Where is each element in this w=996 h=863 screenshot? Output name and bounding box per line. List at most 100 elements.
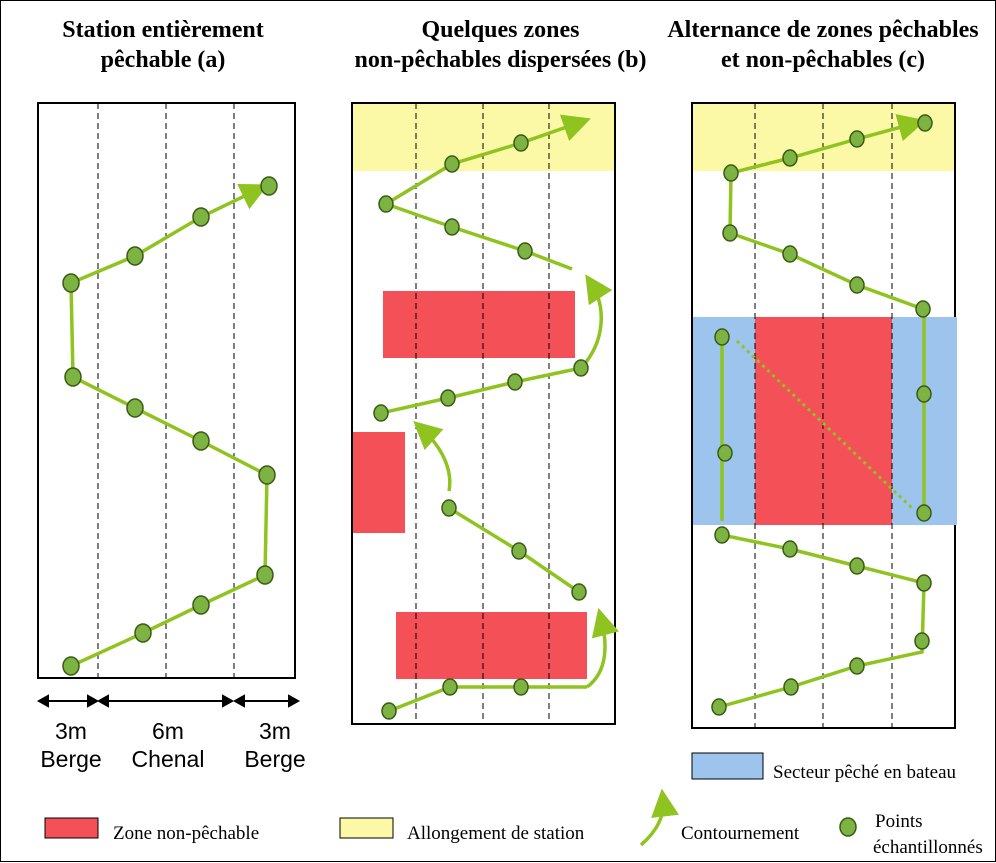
panel-b-bypass-2 xyxy=(413,420,452,492)
title-a: Station entièrement pêchable (a) xyxy=(18,15,308,75)
sample-point xyxy=(192,595,210,615)
sample-point xyxy=(849,130,865,148)
sample-point xyxy=(444,218,460,236)
title-c: Alternance de zones pêchables et non-pêc… xyxy=(648,15,996,75)
panel-b-bypass-3 xyxy=(579,274,613,370)
legend-non-fishable-label: Zone non-pêchable xyxy=(113,823,260,844)
sample-point xyxy=(378,195,394,213)
non-fishable-zone-b1 xyxy=(383,291,575,358)
sample-point xyxy=(513,134,529,152)
sample-point xyxy=(915,300,931,318)
sample-point xyxy=(916,385,932,403)
sample-point xyxy=(64,367,82,387)
non-fishable-zone-c xyxy=(755,317,892,525)
sample-point xyxy=(444,155,460,173)
panel-a-path xyxy=(69,184,269,668)
panel-c-points xyxy=(711,114,933,716)
dimension-arrows xyxy=(36,694,301,708)
dim-middle: 6m Chenal xyxy=(125,717,211,773)
sample-point xyxy=(192,431,210,451)
sample-point xyxy=(711,698,727,716)
dim-middle-width: 6m xyxy=(152,718,184,744)
panel-b-path-1 xyxy=(388,685,587,713)
panel-b xyxy=(351,102,619,725)
sample-point xyxy=(917,114,933,132)
title-b-line2: non-pêchables dispersées (b) xyxy=(354,47,647,73)
sample-point xyxy=(511,542,527,560)
sample-point xyxy=(782,540,798,558)
sample-point xyxy=(571,583,587,601)
sample-point xyxy=(373,404,389,422)
sample-point xyxy=(513,678,529,696)
sample-point xyxy=(381,702,397,720)
sample-point xyxy=(717,444,733,462)
sample-point xyxy=(126,398,144,418)
legend-points-label: Points échantillonnés xyxy=(873,809,983,861)
sample-point xyxy=(440,389,456,407)
panel-a xyxy=(36,102,301,708)
dim-left-label: Berge xyxy=(40,746,102,772)
panel-c xyxy=(691,102,957,729)
sample-point xyxy=(914,632,930,650)
sample-point xyxy=(442,678,458,696)
title-c-line2: et non-pêchables (c) xyxy=(721,47,925,73)
panel-c-path-1 xyxy=(718,533,926,709)
panel-b-path-3 xyxy=(380,366,582,415)
legend-boat-sector-swatch xyxy=(691,752,764,780)
dim-right-width: 3m xyxy=(259,718,291,744)
sample-point xyxy=(258,465,276,485)
sample-point xyxy=(134,623,152,643)
legend-point-icon xyxy=(839,817,857,837)
panel-b-bypass-1 xyxy=(585,607,619,689)
sample-point xyxy=(517,242,533,260)
sample-point xyxy=(507,373,523,391)
sample-point xyxy=(192,207,210,227)
non-fishable-zone-b2 xyxy=(353,432,405,533)
sample-point xyxy=(260,176,278,196)
legend-swatches xyxy=(44,752,857,847)
panel-c-boat-diagonal xyxy=(735,339,915,511)
sample-point xyxy=(714,328,730,346)
title-b-line1: Quelques zones xyxy=(421,17,580,43)
sample-point xyxy=(916,504,932,522)
dim-right-label: Berge xyxy=(244,746,306,772)
sample-point xyxy=(256,565,274,585)
dim-right: 3m Berge xyxy=(237,717,313,773)
sample-point xyxy=(441,499,457,517)
dim-middle-label: Chenal xyxy=(131,746,205,772)
sample-point xyxy=(62,656,80,676)
legend-non-fishable-swatch xyxy=(44,817,99,839)
title-a-line2: pêchable (a) xyxy=(100,47,226,73)
legend-boat-sector-label: Secteur pêché en bateau xyxy=(773,762,957,783)
sample-point xyxy=(916,574,932,592)
legend-bypass-label: Contournement xyxy=(681,823,800,844)
title-b: Quelques zones non-pêchables dispersées … xyxy=(353,15,648,75)
sample-point xyxy=(849,657,865,675)
sample-point xyxy=(723,164,739,182)
sample-point xyxy=(714,526,730,544)
panel-c-path-2 xyxy=(728,114,927,311)
sample-point xyxy=(573,359,589,377)
panel-a-points xyxy=(62,176,278,676)
sample-point xyxy=(782,245,798,263)
sample-point xyxy=(126,246,144,266)
title-c-line1: Alternance de zones pêchables xyxy=(667,17,979,43)
panel-b-points xyxy=(373,134,589,720)
dim-left: 3m Berge xyxy=(35,717,107,773)
legend-bypass-arrow-icon xyxy=(639,788,679,847)
title-a-line1: Station entièrement xyxy=(62,17,264,43)
sample-point xyxy=(782,149,798,167)
sample-point xyxy=(783,678,799,696)
legend-points-line2: échantillonnés xyxy=(873,837,983,858)
sample-point xyxy=(849,557,865,575)
legend-extension-swatch xyxy=(339,817,394,839)
sample-point xyxy=(722,224,738,242)
legend-points-line1: Points xyxy=(875,811,923,832)
sample-point xyxy=(849,276,865,294)
dim-left-width: 3m xyxy=(55,718,87,744)
non-fishable-zone-b3 xyxy=(396,612,587,679)
legend-extension-label: Allongement de station xyxy=(407,823,585,844)
sample-point xyxy=(62,273,80,293)
